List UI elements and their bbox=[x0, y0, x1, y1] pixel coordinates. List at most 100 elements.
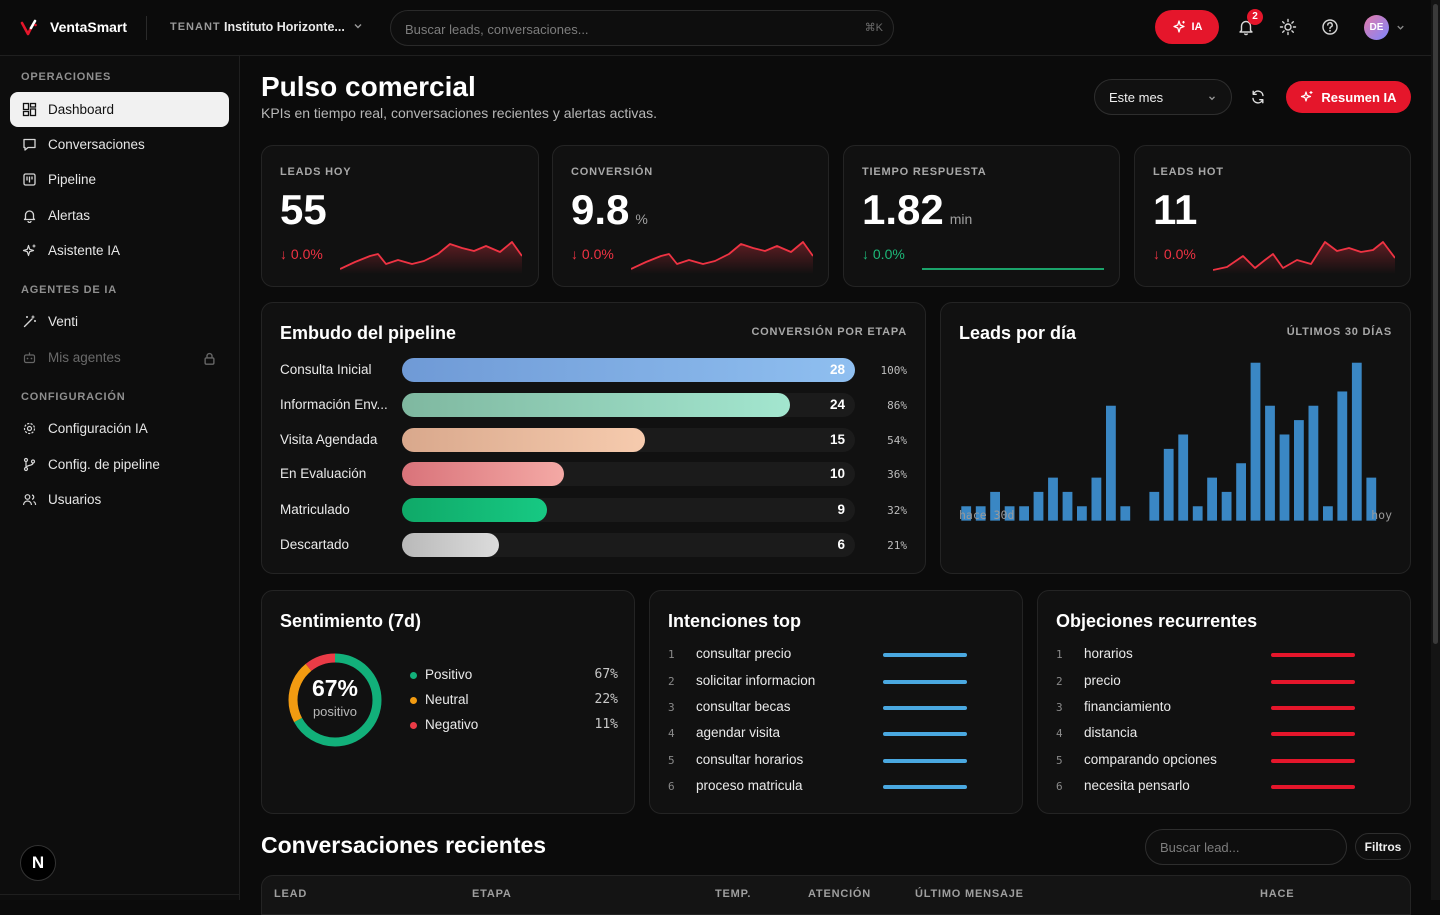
period-select[interactable]: Este mes bbox=[1094, 79, 1232, 115]
leads-bar[interactable] bbox=[1106, 405, 1116, 521]
intent-item[interactable]: 4 agendar visita bbox=[668, 725, 988, 743]
column-header[interactable]: ETAPA bbox=[472, 888, 512, 900]
leads-bar[interactable] bbox=[961, 506, 972, 521]
leads-bar[interactable] bbox=[1019, 506, 1029, 521]
intent-item[interactable]: 6 proceso matricula bbox=[668, 778, 988, 796]
donut-slice[interactable] bbox=[288, 653, 382, 747]
sidebar-item-conversaciones[interactable]: Conversaciones bbox=[10, 127, 229, 162]
leads-bar[interactable] bbox=[1120, 506, 1131, 521]
leads-bar[interactable] bbox=[1062, 491, 1073, 521]
leads-bar[interactable] bbox=[1091, 477, 1102, 521]
sidebar-item-pipeline[interactable]: Pipeline bbox=[10, 162, 229, 197]
sidebar-item-asistente-ia[interactable]: Asistente IA bbox=[10, 233, 229, 268]
global-search[interactable]: ⌘K bbox=[390, 10, 894, 46]
leads-bar[interactable] bbox=[1279, 434, 1290, 521]
avatar[interactable]: DE bbox=[1364, 15, 1389, 40]
ia-button[interactable]: IA bbox=[1155, 10, 1219, 44]
sparkles-icon bbox=[1172, 20, 1185, 33]
rank-number: 3 bbox=[668, 701, 675, 714]
objection-item[interactable]: 4 distancia bbox=[1056, 725, 1376, 743]
objection-item[interactable]: 6 necesita pensarlo bbox=[1056, 778, 1376, 796]
sparkline-chart bbox=[922, 268, 1104, 270]
column-header[interactable]: ATENCIÓN bbox=[808, 888, 872, 900]
funnel-bar-track: 28 bbox=[402, 358, 855, 382]
leads-bar[interactable] bbox=[1033, 491, 1044, 521]
leads-bar[interactable] bbox=[1149, 491, 1160, 521]
funnel-stage-label: Información Env... bbox=[280, 397, 388, 412]
leads-bar[interactable] bbox=[990, 491, 1000, 521]
funnel-bar-track: 15 bbox=[402, 428, 855, 452]
help-icon[interactable] bbox=[1321, 18, 1339, 36]
column-header[interactable]: LEAD bbox=[274, 888, 308, 900]
leads-bar[interactable] bbox=[1077, 506, 1087, 521]
chevron-down-icon[interactable] bbox=[1395, 22, 1406, 33]
git-branch-icon bbox=[23, 457, 36, 472]
sidebar-item-usuarios[interactable]: Usuarios bbox=[10, 482, 229, 517]
sidebar-item-config-pipeline[interactable]: Config. de pipeline bbox=[10, 447, 229, 482]
leads-bar[interactable] bbox=[1366, 477, 1377, 521]
objection-item[interactable]: 1 horarios bbox=[1056, 646, 1376, 664]
leads-bar[interactable] bbox=[1192, 506, 1203, 521]
sun-icon[interactable] bbox=[1279, 18, 1297, 36]
scrollbar-thumb[interactable] bbox=[1433, 4, 1438, 644]
intent-item[interactable]: 1 consultar precio bbox=[668, 646, 988, 664]
leads-bar[interactable] bbox=[975, 506, 986, 521]
rank-label: consultar precio bbox=[696, 646, 792, 661]
refresh-icon[interactable] bbox=[1250, 89, 1266, 105]
column-header[interactable]: HACE bbox=[1260, 888, 1295, 900]
leads-bar[interactable] bbox=[1337, 391, 1348, 521]
objection-item[interactable]: 5 comparando opciones bbox=[1056, 752, 1376, 770]
logo-icon[interactable] bbox=[20, 18, 40, 38]
column-header[interactable]: ÚLTIMO MENSAJE bbox=[915, 888, 1024, 900]
funnel-bar-track: 6 bbox=[402, 533, 855, 557]
rank-number: 6 bbox=[1056, 780, 1063, 793]
tenant-selector[interactable]: Instituto Horizonte... bbox=[224, 20, 345, 34]
funnel-stage-row[interactable]: Visita Agendada 15 54% bbox=[280, 428, 912, 452]
funnel-stage-row[interactable]: Consulta Inicial 28 100% bbox=[280, 358, 912, 382]
kpi-value: 55 bbox=[280, 186, 333, 234]
leads-bar[interactable] bbox=[1323, 506, 1333, 521]
bell-icon bbox=[23, 210, 36, 223]
funnel-stage-row[interactable]: Información Env... 24 86% bbox=[280, 393, 912, 417]
search-input[interactable] bbox=[405, 19, 845, 39]
funnel-stage-row[interactable]: En Evaluación 10 36% bbox=[280, 462, 912, 486]
leads-bar[interactable] bbox=[1265, 405, 1275, 521]
sidebar-item-configuracion-ia[interactable]: Configuración IA bbox=[10, 411, 229, 446]
sidebar-item-dashboard[interactable]: Dashboard bbox=[10, 92, 229, 127]
rank-number: 4 bbox=[668, 727, 675, 740]
leads-bar[interactable] bbox=[1351, 362, 1362, 521]
leads-bar[interactable] bbox=[1163, 448, 1174, 521]
sidebar-item-mis-agentes[interactable]: Mis agentes bbox=[10, 340, 229, 375]
leads-bar[interactable] bbox=[1294, 420, 1304, 521]
leads-bar[interactable] bbox=[1221, 491, 1232, 521]
framework-badge-button[interactable]: N bbox=[20, 845, 56, 881]
funnel-stage-row[interactable]: Matriculado 9 32% bbox=[280, 498, 912, 522]
intent-item[interactable]: 3 consultar becas bbox=[668, 699, 988, 717]
column-header[interactable]: TEMP. bbox=[715, 888, 752, 900]
chevron-down-icon[interactable] bbox=[352, 20, 364, 32]
leads-bar[interactable] bbox=[1207, 477, 1217, 521]
leads-bar[interactable] bbox=[1250, 362, 1261, 521]
resumen-ia-button[interactable]: Resumen IA bbox=[1286, 81, 1411, 113]
leads-bar[interactable] bbox=[1048, 477, 1058, 521]
intent-item[interactable]: 2 solicitar informacion bbox=[668, 673, 988, 691]
leads-bar[interactable] bbox=[1236, 463, 1246, 521]
leads-bar[interactable] bbox=[1178, 434, 1189, 521]
kpi-label: LEADS HOT bbox=[1153, 166, 1224, 178]
lead-search-input[interactable] bbox=[1145, 829, 1347, 865]
filters-button[interactable]: Filtros bbox=[1355, 833, 1411, 860]
sidebar-item-alertas[interactable]: Alertas bbox=[10, 198, 229, 233]
objection-item[interactable]: 2 precio bbox=[1056, 673, 1376, 691]
kpi-number: 11 bbox=[1153, 186, 1198, 233]
objection-item[interactable]: 3 financiamiento bbox=[1056, 699, 1376, 717]
rank-number: 1 bbox=[1056, 648, 1063, 661]
sidebar-item-venti[interactable]: Venti bbox=[10, 304, 229, 339]
leads-bar[interactable] bbox=[1308, 405, 1319, 521]
funnel-stage-row[interactable]: Descartado 6 21% bbox=[280, 533, 912, 557]
donut-slice[interactable] bbox=[288, 653, 382, 747]
intent-item[interactable]: 5 consultar horarios bbox=[668, 752, 988, 770]
brand-name[interactable]: VentaSmart bbox=[50, 19, 128, 35]
leads-bar[interactable] bbox=[1004, 506, 1015, 521]
rank-number: 2 bbox=[668, 675, 675, 688]
rank-label: agendar visita bbox=[696, 725, 781, 740]
